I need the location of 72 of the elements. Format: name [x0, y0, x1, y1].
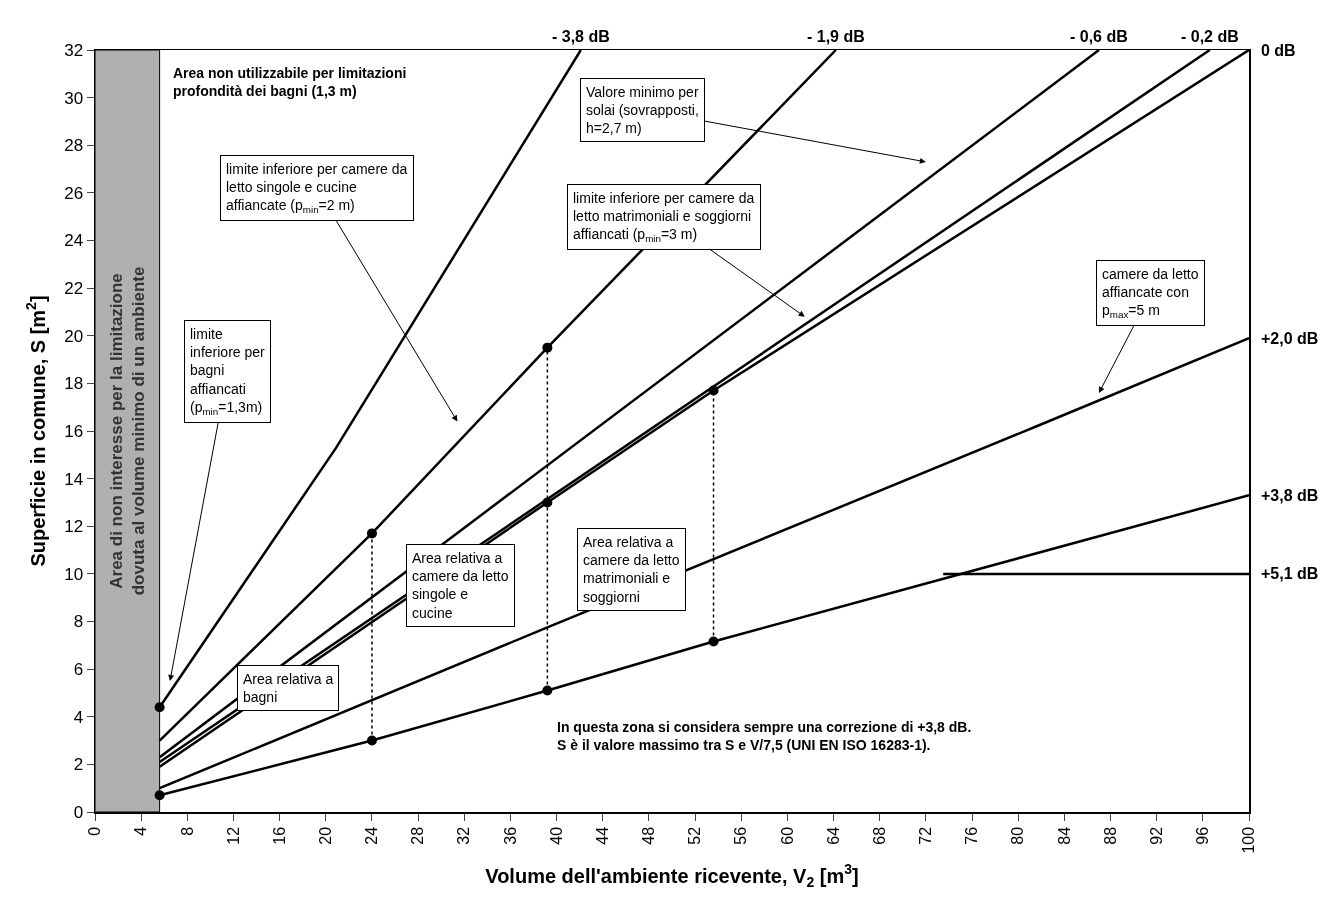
- x-axis-title: Volume dell'ambiente ricevente, V$_{2}$ [m$^{3}$]: [485, 861, 859, 890]
- point: [708, 385, 719, 396]
- x-tick-label: 20: [317, 826, 334, 845]
- annotation: Area relativa a camere da letto matrimoniali e soggiorni: [583, 534, 680, 605]
- x-tick-label: 84: [1055, 826, 1073, 845]
- x-tick-label: 72: [917, 826, 935, 845]
- y-tick-label: 20: [64, 326, 84, 346]
- x-tick-label: 56: [732, 826, 750, 845]
- annotation: camere da letto affiancate con p$_{max}$=5 m: [1102, 266, 1199, 321]
- point: [366, 528, 377, 539]
- y-tick-label: 28: [64, 136, 84, 156]
- point: [154, 790, 165, 801]
- y-tick-label: 18: [64, 374, 84, 394]
- series-label: +2,0 dB: [1261, 330, 1319, 347]
- point: [708, 636, 719, 647]
- y-tick-label: 4: [73, 707, 84, 727]
- x-tick-label: 52: [686, 826, 704, 845]
- y-tick-label: 30: [64, 88, 84, 108]
- y-tick-label: 26: [64, 183, 84, 203]
- x-tick-label: 4: [132, 826, 150, 836]
- point: [542, 497, 553, 508]
- x-tick-label: 32: [455, 826, 473, 845]
- x-tick-label: 60: [778, 826, 796, 845]
- x-tick-label: 64: [824, 826, 842, 845]
- annotation: Area relativa a camere da letto singole e cucine: [412, 550, 509, 621]
- x-tick-label: 48: [640, 826, 658, 845]
- annotation: Valore minimo per solai (sovrapposti, h=2,7 m): [586, 84, 699, 137]
- annotation: Area relativa a bagni: [243, 671, 334, 706]
- band-label: Area di non interesse per la limitazione dovuta al volume minimo di un ambiente: [107, 266, 149, 596]
- series-label: - 1,9 dB: [807, 28, 865, 45]
- series-label: - 3,8 dB: [552, 28, 610, 45]
- x-tick-label: 80: [1009, 826, 1027, 845]
- point: [542, 685, 553, 696]
- annotation: Area non utilizzabile per limitazioni profondità dei bagni (1,3 m): [173, 65, 407, 100]
- x-tick-label: 24: [363, 826, 381, 845]
- series-label: 0 dB: [1261, 42, 1296, 59]
- y-tick-label: 6: [73, 660, 84, 680]
- y-tick-label: 10: [64, 564, 84, 584]
- y-tick-label: 22: [64, 279, 84, 299]
- x-tick-label: 92: [1147, 826, 1165, 845]
- x-tick-label: 0: [86, 826, 104, 836]
- x-tick-label: 68: [870, 826, 888, 845]
- x-tick-label: 40: [547, 826, 565, 845]
- annotation: In questa zona si considera sempre una correzione di +3,8 dB. S è il valore massimo tra S e V/7,5 (UNI EN ISO 16283-1).: [557, 719, 972, 754]
- x-tick-label: 76: [963, 826, 981, 845]
- point: [154, 702, 165, 713]
- y-tick-label: 2: [73, 755, 84, 775]
- y-tick-label: 8: [73, 612, 84, 632]
- series-label: +3,8 dB: [1261, 487, 1319, 504]
- y-tick-label: 12: [64, 517, 84, 537]
- point: [366, 735, 377, 746]
- y-tick-label: 14: [64, 469, 84, 489]
- series-label: - 0,2 dB: [1181, 28, 1239, 45]
- x-tick-label: 96: [1194, 826, 1212, 845]
- annotation: limite inferiore per bagni affiancati (p$_{min}$=1,3m): [190, 326, 266, 417]
- series-label: - 0,6 dB: [1070, 28, 1128, 45]
- point: [542, 342, 553, 353]
- y-tick-label: 32: [64, 40, 84, 60]
- annotation: limite inferiore per camere da letto matrimoniali e soggiorni affiancati (p$_{min}$=3 m): [573, 190, 755, 245]
- x-tick-label: 28: [409, 826, 427, 845]
- x-tick-label: 88: [1101, 826, 1119, 845]
- x-tick-label: 12: [224, 826, 242, 845]
- x-tick-label: 44: [593, 826, 611, 845]
- y-tick-label: 24: [64, 231, 84, 251]
- y-tick-label: 16: [64, 421, 84, 441]
- x-tick-label: 100: [1240, 826, 1258, 854]
- x-tick-label: 16: [270, 826, 288, 845]
- x-tick-label: 36: [501, 826, 519, 845]
- x-tick-label: 8: [178, 826, 196, 836]
- series-label: +5,1 dB: [1261, 565, 1319, 582]
- y-tick-label: 0: [73, 802, 84, 822]
- annotation: limite inferiore per camere da letto singole e cucine affiancate (p$_{min}$=2 m): [226, 161, 408, 216]
